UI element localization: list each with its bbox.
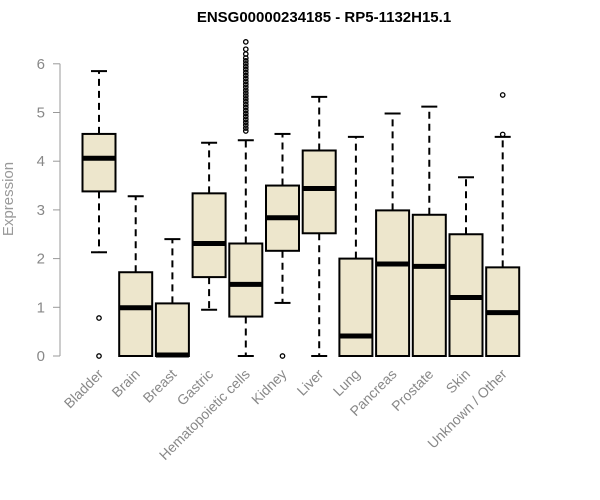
outlier-point [242, 101, 249, 108]
outlier-point [242, 90, 249, 96]
box-group [228, 39, 264, 357]
iqr-box [338, 257, 374, 358]
box-group [154, 238, 190, 358]
y-tick-label: 0 [37, 348, 45, 365]
box-group [448, 176, 484, 357]
x-tick-label: Skin [443, 366, 474, 397]
outlier-point [242, 69, 249, 76]
outlier-point [242, 125, 249, 131]
outlier-point [242, 113, 249, 120]
outlier-point [242, 87, 249, 93]
iqr-box [81, 132, 117, 193]
outlier-point [242, 122, 249, 129]
y-tick-label: 2 [37, 251, 45, 268]
box-group [411, 105, 447, 357]
iqr-box [228, 242, 264, 318]
x-tick-label: Brain [108, 366, 142, 400]
outlier-point [242, 84, 249, 91]
y-axis: 0 1 2 3 4 5 6 [37, 56, 61, 365]
outlier-point [242, 75, 249, 82]
outlier-point [96, 353, 102, 359]
outlier-point [242, 81, 249, 88]
box-group [338, 135, 374, 358]
outlier-point [242, 39, 249, 45]
iqr-box [375, 209, 411, 357]
y-tick-label: 3 [37, 202, 45, 219]
outlier-point [96, 315, 102, 321]
x-tick-label: Breast [140, 366, 180, 406]
outlier-point [242, 93, 249, 99]
outlier-point [242, 46, 249, 53]
outlier-point [242, 72, 249, 79]
outlier-point [242, 128, 249, 134]
box-group [191, 141, 227, 311]
outlier-point [242, 119, 249, 126]
outlier-point [242, 110, 249, 117]
plot-area [81, 39, 521, 359]
outlier-point [499, 92, 506, 98]
y-axis-label: Expression [0, 162, 17, 236]
box-group [485, 92, 521, 357]
x-tick-label: Bladder [61, 366, 107, 412]
outlier-point [242, 66, 249, 73]
box-group [265, 132, 300, 359]
x-tick-label: Liver [294, 366, 327, 399]
outlier-point [242, 116, 249, 123]
y-tick-label: 1 [37, 299, 45, 316]
iqr-box [154, 302, 190, 357]
outlier-point [242, 98, 249, 105]
x-tick-label: Lung [330, 366, 363, 399]
chart-title: ENSG00000234185 - RP5-1132H15.1 [197, 9, 451, 26]
x-tick-label: Kidney [248, 366, 290, 408]
outlier-point [242, 96, 249, 102]
iqr-box [191, 192, 227, 279]
outlier-point [279, 353, 286, 359]
y-tick-label: 5 [37, 105, 45, 122]
outlier-point [242, 58, 249, 64]
box-group [81, 70, 117, 359]
outlier-point [242, 78, 249, 85]
box-group [375, 112, 411, 357]
y-tick-label: 6 [37, 56, 45, 73]
outlier-point [242, 107, 249, 114]
outlier-point [242, 63, 249, 70]
outlier-point [499, 131, 506, 138]
iqr-box [411, 213, 447, 357]
iqr-box [301, 149, 337, 235]
iqr-box [118, 271, 154, 357]
outlier-point [242, 60, 249, 67]
box-group [118, 195, 154, 357]
box-group [301, 95, 337, 357]
y-tick-label: 4 [37, 153, 45, 170]
outlier-point [242, 104, 249, 111]
